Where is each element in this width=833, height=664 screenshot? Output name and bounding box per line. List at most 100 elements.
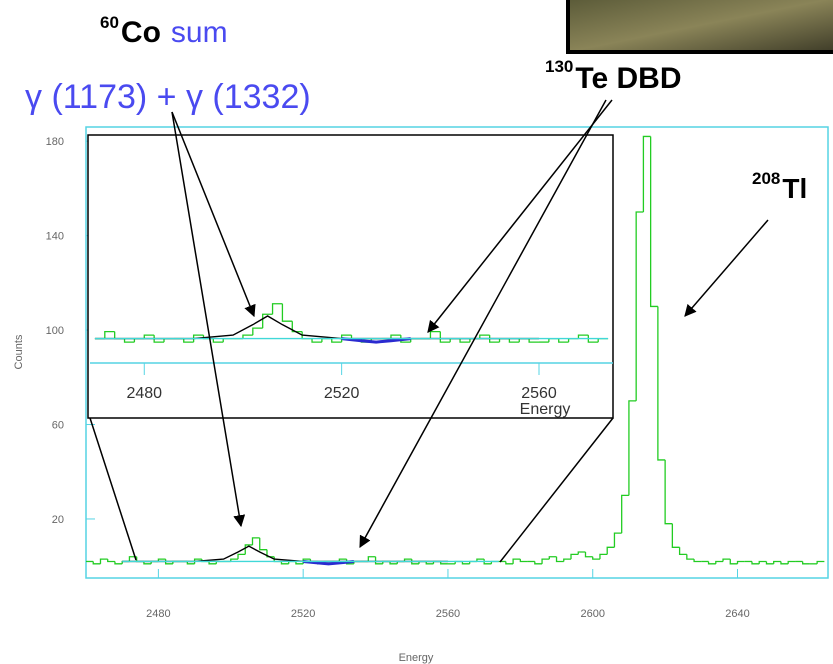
mass-number: 60: [100, 13, 119, 32]
zoom-line: [89, 417, 137, 561]
histogram-bin: [606, 546, 615, 555]
histogram-bin: [92, 561, 101, 565]
y-tick-label: 140: [46, 231, 64, 243]
histogram-bin: [657, 306, 666, 461]
histogram-bin: [136, 556, 144, 563]
histogram-bin: [99, 558, 108, 564]
histogram-bin: [143, 334, 155, 339]
y-tick-label: 20: [52, 514, 64, 526]
histogram-bin: [584, 552, 593, 558]
histogram-bin: [729, 559, 738, 565]
histogram-bin: [621, 494, 629, 534]
histogram-bin: [367, 556, 376, 562]
histogram-bin: [534, 561, 543, 565]
histogram-bin: [765, 561, 774, 565]
histogram-bin: [642, 135, 651, 213]
histogram-bin: [374, 556, 383, 565]
histogram-bin: [266, 549, 275, 558]
note: sum: [171, 16, 228, 49]
histogram-bin: [230, 558, 239, 562]
histogram-bin: [512, 558, 521, 564]
histogram-bin: [331, 338, 342, 343]
histogram-bin: [678, 547, 687, 556]
histogram-bin: [563, 558, 572, 562]
histogram-bin: [751, 561, 760, 565]
arrow: [427, 99, 613, 333]
histogram-bin: [758, 560, 767, 564]
histogram-bin: [773, 560, 781, 564]
histogram-bin: [519, 559, 528, 563]
arrow: [171, 111, 246, 528]
histogram-bin: [649, 136, 658, 308]
mass-number: 130: [545, 57, 573, 76]
histogram-bin: [271, 303, 283, 315]
histogram-bin: [787, 560, 796, 564]
histogram-bin: [541, 558, 550, 564]
arrow: [171, 111, 256, 318]
histogram-bin: [153, 335, 165, 343]
histogram-bin: [114, 561, 123, 565]
element: Te DBD: [575, 62, 681, 95]
histogram-bin: [570, 553, 579, 560]
histogram-bin: [577, 334, 589, 339]
histogram-bin: [252, 327, 263, 336]
histogram-bin: [664, 459, 673, 525]
histogram-bin: [193, 558, 202, 564]
y-tick-label: 180: [46, 136, 64, 148]
arrow: [359, 99, 607, 549]
histogram-bin: [183, 338, 194, 343]
histogram-bin: [338, 558, 347, 562]
histogram-bin: [528, 338, 539, 343]
x-tick-label: 2480: [146, 608, 170, 620]
histogram-bin: [686, 554, 695, 560]
fit-line: [122, 545, 448, 563]
histogram-bin: [244, 544, 253, 555]
arrow: [684, 219, 769, 317]
histogram-bin: [693, 559, 702, 563]
histogram-bin: [489, 335, 500, 343]
histogram-bin: [104, 330, 115, 339]
histogram-bin: [280, 561, 289, 565]
histogram-bin: [479, 334, 490, 339]
histogram-bin: [281, 303, 293, 322]
histogram-bin: [508, 338, 520, 343]
histogram-bin: [157, 558, 166, 562]
annotation-co: 60Co sum: [100, 13, 228, 49]
x-tick-label: 2520: [291, 608, 315, 620]
histogram-bin: [613, 532, 622, 548]
annotation-gamma: γ (1173) + γ (1332): [25, 78, 311, 116]
histogram-bin: [389, 561, 398, 565]
zoom-line: [499, 417, 614, 563]
histogram-bin: [403, 558, 412, 562]
y-tick-label: 60: [52, 420, 64, 432]
inset-x-tick-label: 2520: [324, 385, 360, 402]
histogram-bin: [212, 338, 224, 343]
histogram-bin: [722, 558, 731, 562]
annotation-te: 130Te DBD: [545, 57, 682, 95]
histogram-bin: [208, 561, 217, 565]
histogram-bin: [259, 537, 267, 551]
histogram-bin: [164, 559, 173, 565]
histogram-bin: [736, 560, 745, 564]
histogram-bin: [192, 334, 204, 343]
y-tick-label: 100: [46, 325, 64, 337]
inset-frame: [87, 134, 614, 419]
histogram-bin: [628, 400, 637, 496]
histogram-bin: [242, 334, 253, 339]
inset-x-axis-label: Energy: [520, 401, 571, 418]
arrows: [89, 99, 769, 563]
histogram-bin: [635, 211, 644, 401]
histogram-bin: [592, 556, 600, 560]
histogram-bin: [599, 553, 608, 560]
histogram-bin: [548, 556, 557, 560]
histogram-bin: [143, 561, 152, 565]
element: Co: [121, 16, 161, 49]
histogram-bin: [425, 561, 434, 565]
x-tick-label: 2600: [580, 608, 604, 620]
histogram-bin: [291, 321, 303, 333]
histogram-bin: [439, 331, 451, 343]
element: Tl: [782, 173, 807, 204]
annotation-tl: 208Tl: [752, 169, 807, 204]
histogram-bin: [123, 338, 135, 343]
histogram-bin: [295, 561, 304, 565]
